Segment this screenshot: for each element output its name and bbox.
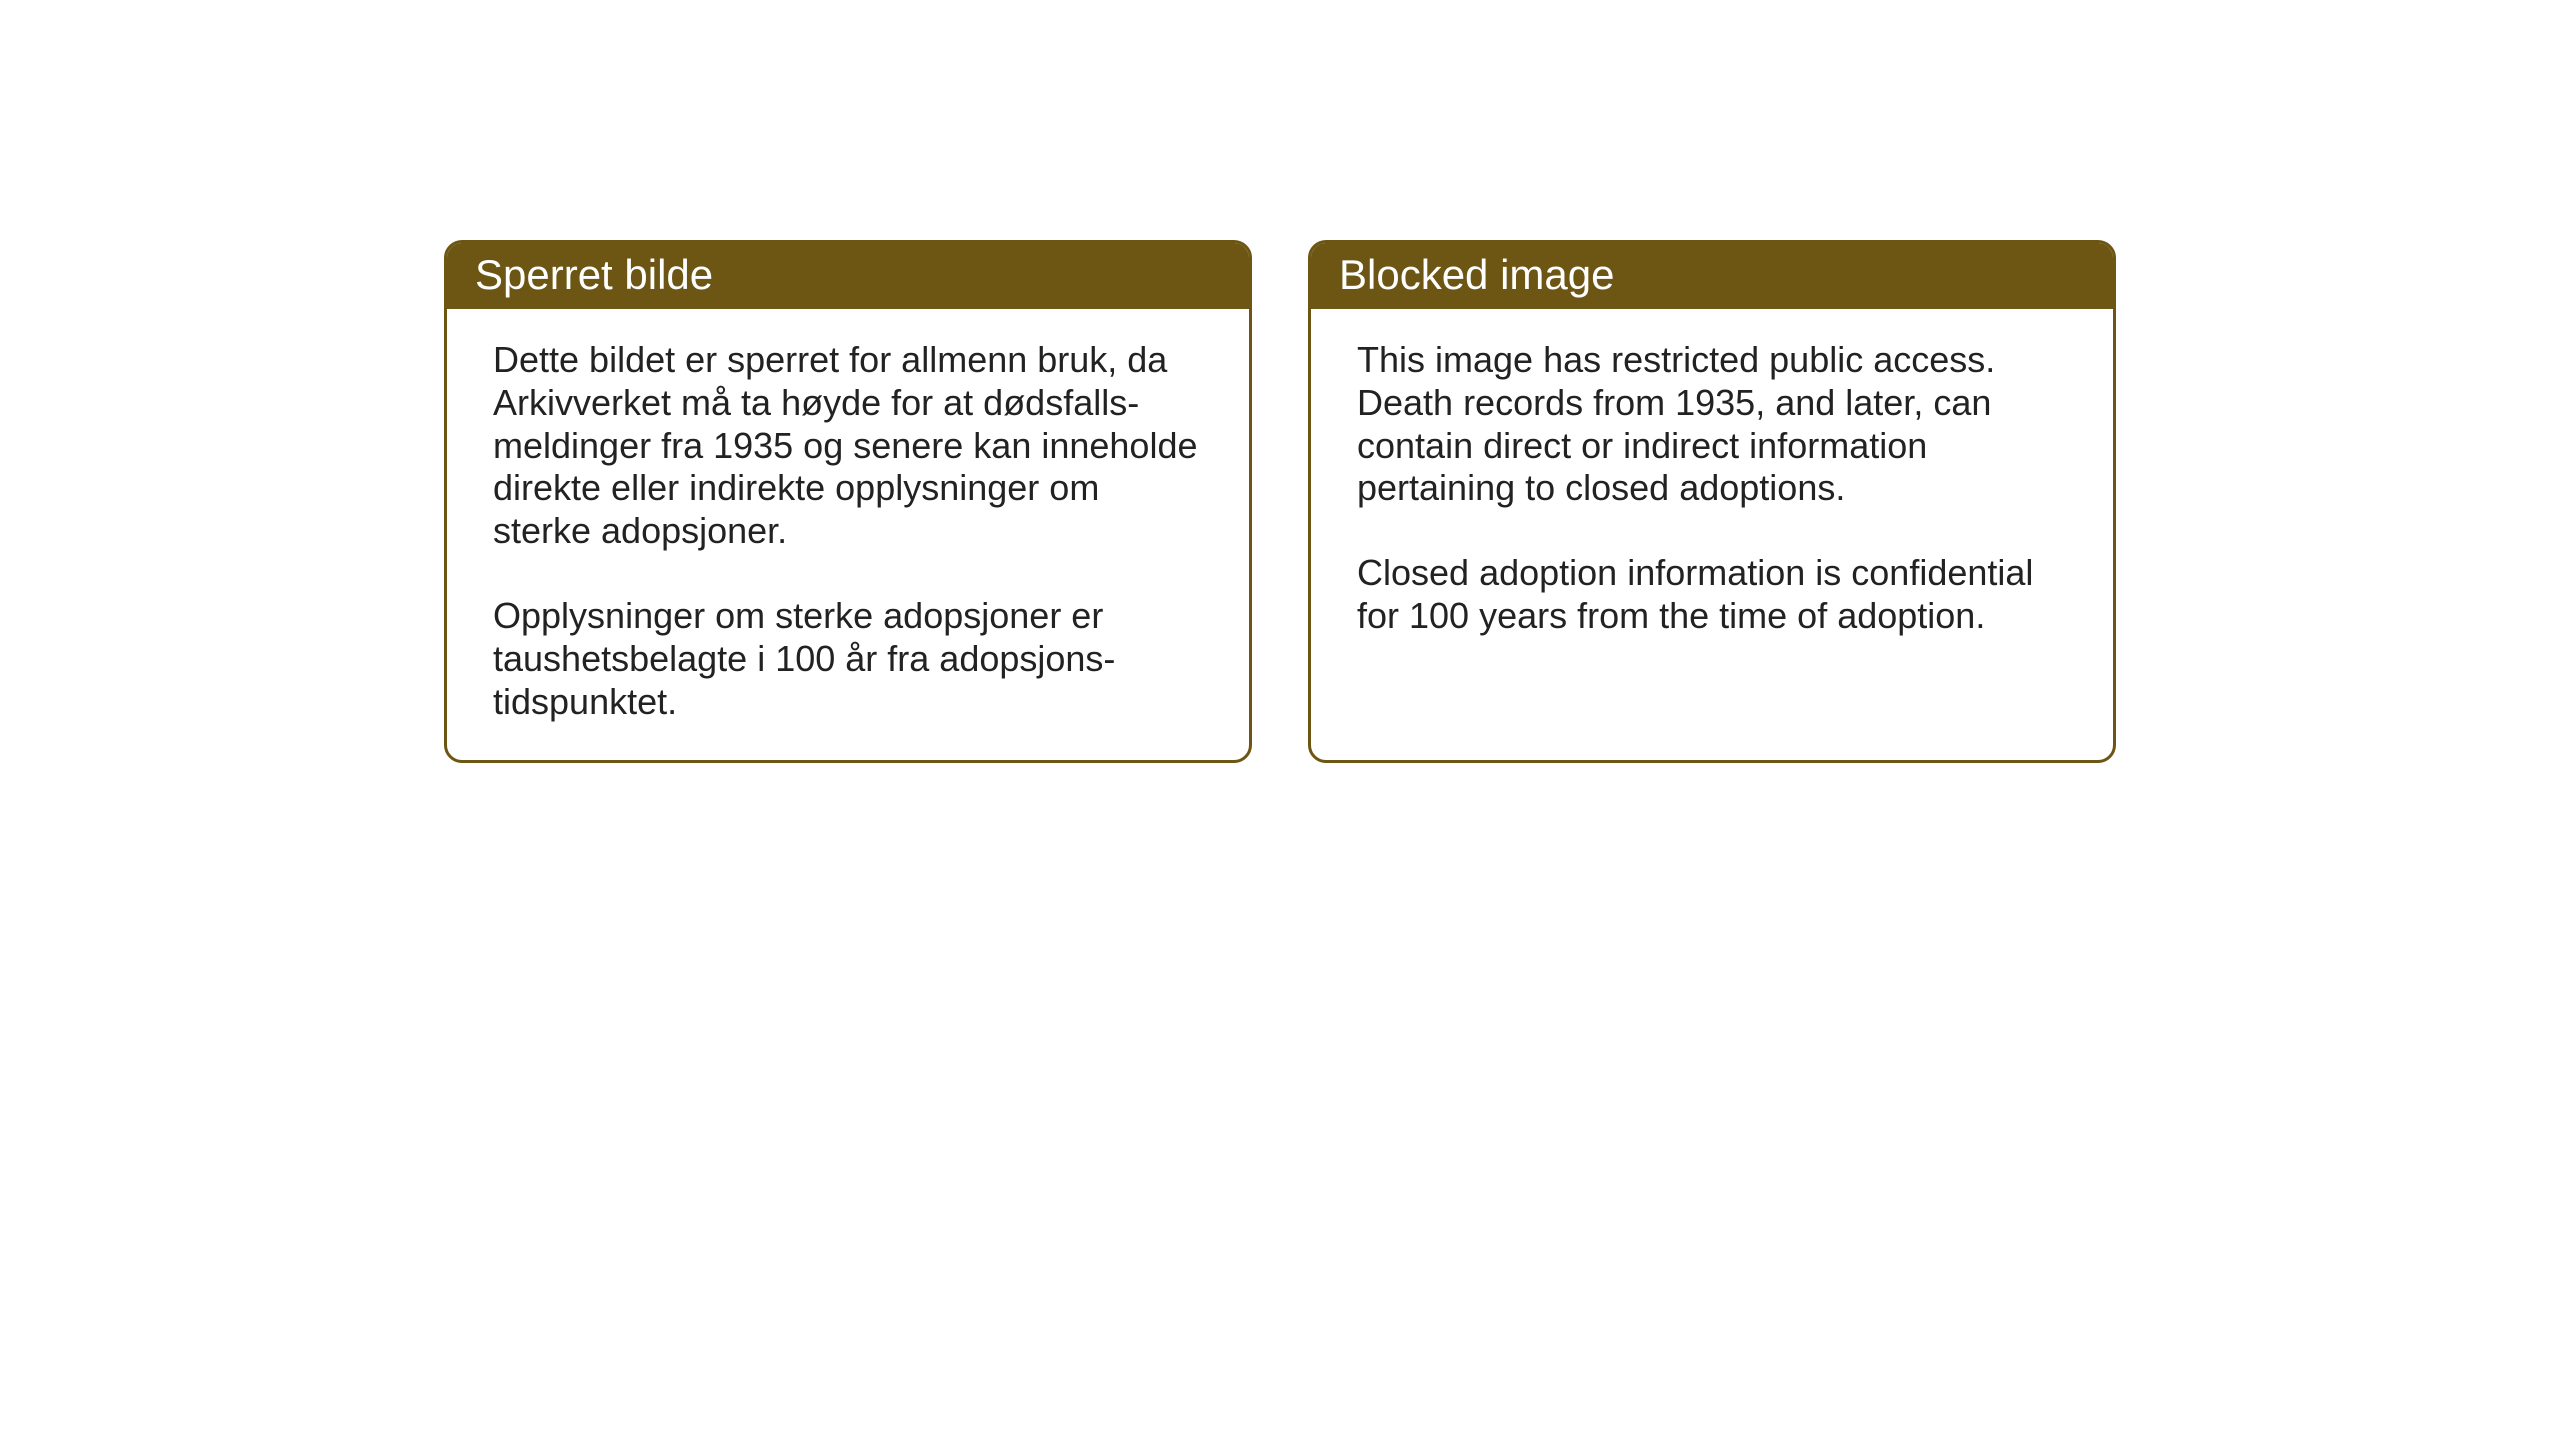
cards-container: Sperret bilde Dette bildet er sperret fo… — [444, 240, 2116, 763]
card-header-english: Blocked image — [1311, 243, 2113, 309]
card-para1-norwegian: Dette bildet er sperret for allmenn bruk… — [493, 339, 1203, 553]
card-header-norwegian: Sperret bilde — [447, 243, 1249, 309]
card-para2-english: Closed adoption information is confident… — [1357, 552, 2067, 638]
card-para1-english: This image has restricted public access.… — [1357, 339, 2067, 510]
card-english: Blocked image This image has restricted … — [1308, 240, 2116, 763]
card-title-norwegian: Sperret bilde — [475, 251, 713, 298]
card-para2-norwegian: Opplysninger om sterke adopsjoner er tau… — [493, 595, 1203, 723]
card-body-english: This image has restricted public access.… — [1311, 309, 2113, 674]
card-title-english: Blocked image — [1339, 251, 1614, 298]
card-norwegian: Sperret bilde Dette bildet er sperret fo… — [444, 240, 1252, 763]
card-body-norwegian: Dette bildet er sperret for allmenn bruk… — [447, 309, 1249, 760]
